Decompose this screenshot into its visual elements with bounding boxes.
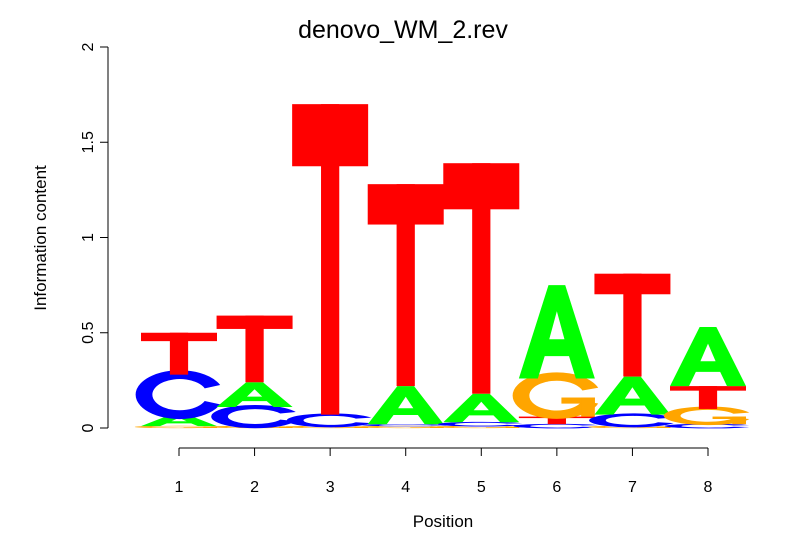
y-axis: 0 0.5 1 1.5 2 xyxy=(80,42,109,432)
logo-letter-c xyxy=(437,421,523,427)
letter-stacks xyxy=(135,104,750,429)
logo-letter-c xyxy=(286,413,372,428)
x-tick-label: 1 xyxy=(175,479,184,496)
y-tick-label: 1.5 xyxy=(80,131,97,153)
logo-letter-t xyxy=(141,332,217,375)
y-tick-label: 0.5 xyxy=(80,322,97,344)
y-tick-label: 0 xyxy=(80,423,97,432)
logo-letter-a xyxy=(670,327,746,387)
logo-letter-t xyxy=(594,273,671,377)
x-tick-label: 3 xyxy=(326,479,335,496)
logo-letter-c xyxy=(589,413,674,428)
y-tick-label: 2 xyxy=(80,42,97,51)
x-tick-label: 7 xyxy=(628,479,637,496)
logo-letter-c xyxy=(135,370,221,420)
x-tick-label: 5 xyxy=(477,479,486,496)
chart-title: denovo_WM_2.rev xyxy=(298,16,508,44)
x-tick-label: 4 xyxy=(401,479,410,496)
x-axis: 1 2 3 4 5 6 7 8 xyxy=(175,447,713,496)
x-axis-label: Position xyxy=(413,512,473,531)
logo-letter-g xyxy=(663,406,750,426)
logo-letter-a xyxy=(141,414,217,427)
logo-letter-g xyxy=(512,372,599,419)
logo-letter-t xyxy=(367,184,444,387)
x-tick-label: 6 xyxy=(552,479,561,496)
logo-letter-a xyxy=(216,382,293,408)
logo-letter-a xyxy=(594,376,671,415)
logo-letter-g xyxy=(135,425,221,429)
x-tick-label: 8 xyxy=(704,479,713,496)
y-axis-label: Information content xyxy=(31,165,50,311)
logo-letter-c xyxy=(211,404,296,429)
logo-letter-a xyxy=(518,285,595,379)
logo-letter-t xyxy=(670,386,746,409)
logo-letter-t xyxy=(216,315,293,383)
logo-letter-c xyxy=(362,423,447,427)
logo-letter-a xyxy=(367,386,444,425)
logo-letter-t xyxy=(443,163,520,394)
y-tick-label: 1 xyxy=(80,233,97,242)
logo-letter-a xyxy=(443,393,520,423)
x-tick-label: 2 xyxy=(250,479,259,496)
logo-letter-c xyxy=(513,423,599,429)
logo-letter-t xyxy=(292,104,369,415)
